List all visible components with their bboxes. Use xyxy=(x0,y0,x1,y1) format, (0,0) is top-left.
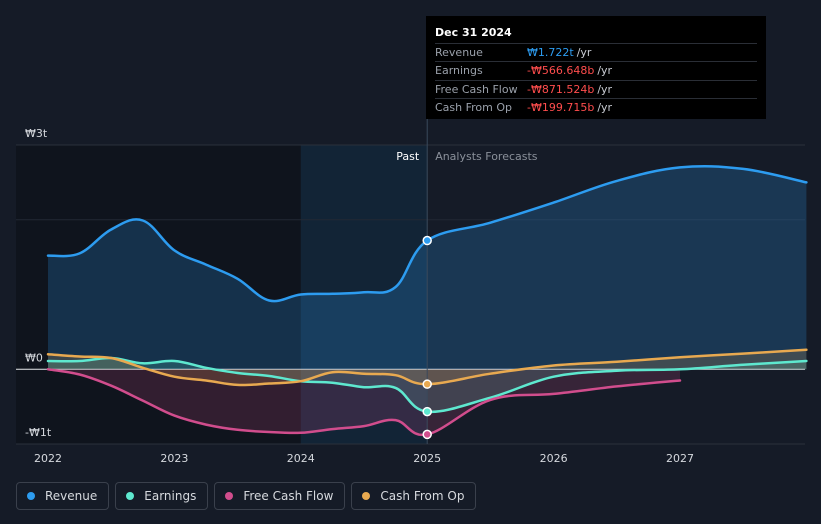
x-tick-label: 2023 xyxy=(160,452,188,465)
tooltip-label: Revenue xyxy=(435,45,483,59)
tooltip-value: -₩566.648b xyxy=(527,64,595,77)
earnings-dot-icon xyxy=(126,492,135,500)
legend-item-earnings[interactable]: Earnings xyxy=(115,482,209,510)
hover-point-cash-from-op xyxy=(422,379,432,389)
legend-label: Earnings xyxy=(144,489,197,503)
x-tick-label: 2022 xyxy=(34,452,62,465)
forecast-label: Analysts Forecasts xyxy=(435,150,538,163)
tooltip-unit: /yr xyxy=(597,101,613,114)
area-cash-from-op xyxy=(48,349,807,386)
line-revenue xyxy=(46,164,808,303)
tooltip-label: Cash From Op xyxy=(435,101,513,114)
tooltip-value: ₩1.722t xyxy=(527,45,574,59)
x-axis-labels: 2022 2023 2024 2025 2026 2027 xyxy=(34,452,694,465)
line-free-cash-flow xyxy=(46,368,682,437)
tooltip-date: Dec 31 2024 xyxy=(435,26,512,39)
hover-point-revenue xyxy=(422,235,432,246)
tooltip-row-earnings: Earnings -₩566.648b /yr xyxy=(435,61,757,80)
tooltip-value: -₩871.524b xyxy=(527,82,595,96)
past-label: Past xyxy=(396,150,420,163)
legend-label: Cash From Op xyxy=(380,489,465,503)
tooltip-row-fcf: Free Cash Flow -₩871.524b /yr xyxy=(435,79,757,99)
legend-item-cash-from-op[interactable]: Cash From Op xyxy=(351,482,477,510)
y-tick-label: -₩1t xyxy=(25,426,52,439)
x-tick-label: 2027 xyxy=(666,452,694,465)
series-lines xyxy=(46,164,808,437)
tooltip-value: -₩199.715b xyxy=(527,101,595,114)
line-earnings xyxy=(46,356,808,414)
tooltip-label: Free Cash Flow xyxy=(435,82,518,96)
y-tick-label: ₩0 xyxy=(25,351,43,364)
tooltip-unit: /yr xyxy=(576,45,592,59)
free-cash-flow-dot-icon xyxy=(225,492,234,500)
hover-points xyxy=(422,235,432,440)
x-tick-label: 2026 xyxy=(540,452,568,465)
y-axis-labels: ₩3t ₩0 -₩1t xyxy=(25,127,52,439)
y-tick-label: ₩3t xyxy=(25,127,48,140)
cash-from-op-dot-icon xyxy=(362,492,371,500)
legend-label: Revenue xyxy=(45,489,98,503)
tooltip-unit: /yr xyxy=(597,82,613,96)
revenue-dot-icon xyxy=(27,492,35,500)
x-tick-label: 2025 xyxy=(413,452,441,465)
legend-item-revenue[interactable]: Revenue xyxy=(16,482,110,510)
legend-item-free-cash-flow[interactable]: Free Cash Flow xyxy=(214,482,346,510)
tooltip: Dec 31 2024 Revenue ₩1.722t /yr Earnings… xyxy=(426,16,766,119)
hover-point-earnings xyxy=(422,406,432,417)
tooltip-unit: /yr xyxy=(597,64,613,77)
tooltip-row-revenue: Revenue ₩1.722t /yr xyxy=(435,42,757,62)
legend: Revenue Earnings Free Cash Flow Cash Fro… xyxy=(16,482,477,510)
hover-point-free-cash-flow xyxy=(422,429,432,440)
tooltip-label: Earnings xyxy=(435,64,483,77)
legend-label: Free Cash Flow xyxy=(243,489,334,503)
tooltip-row-cfo: Cash From Op -₩199.715b /yr xyxy=(435,98,757,117)
line-cash-from-op xyxy=(46,348,808,387)
x-tick-label: 2024 xyxy=(287,452,315,465)
